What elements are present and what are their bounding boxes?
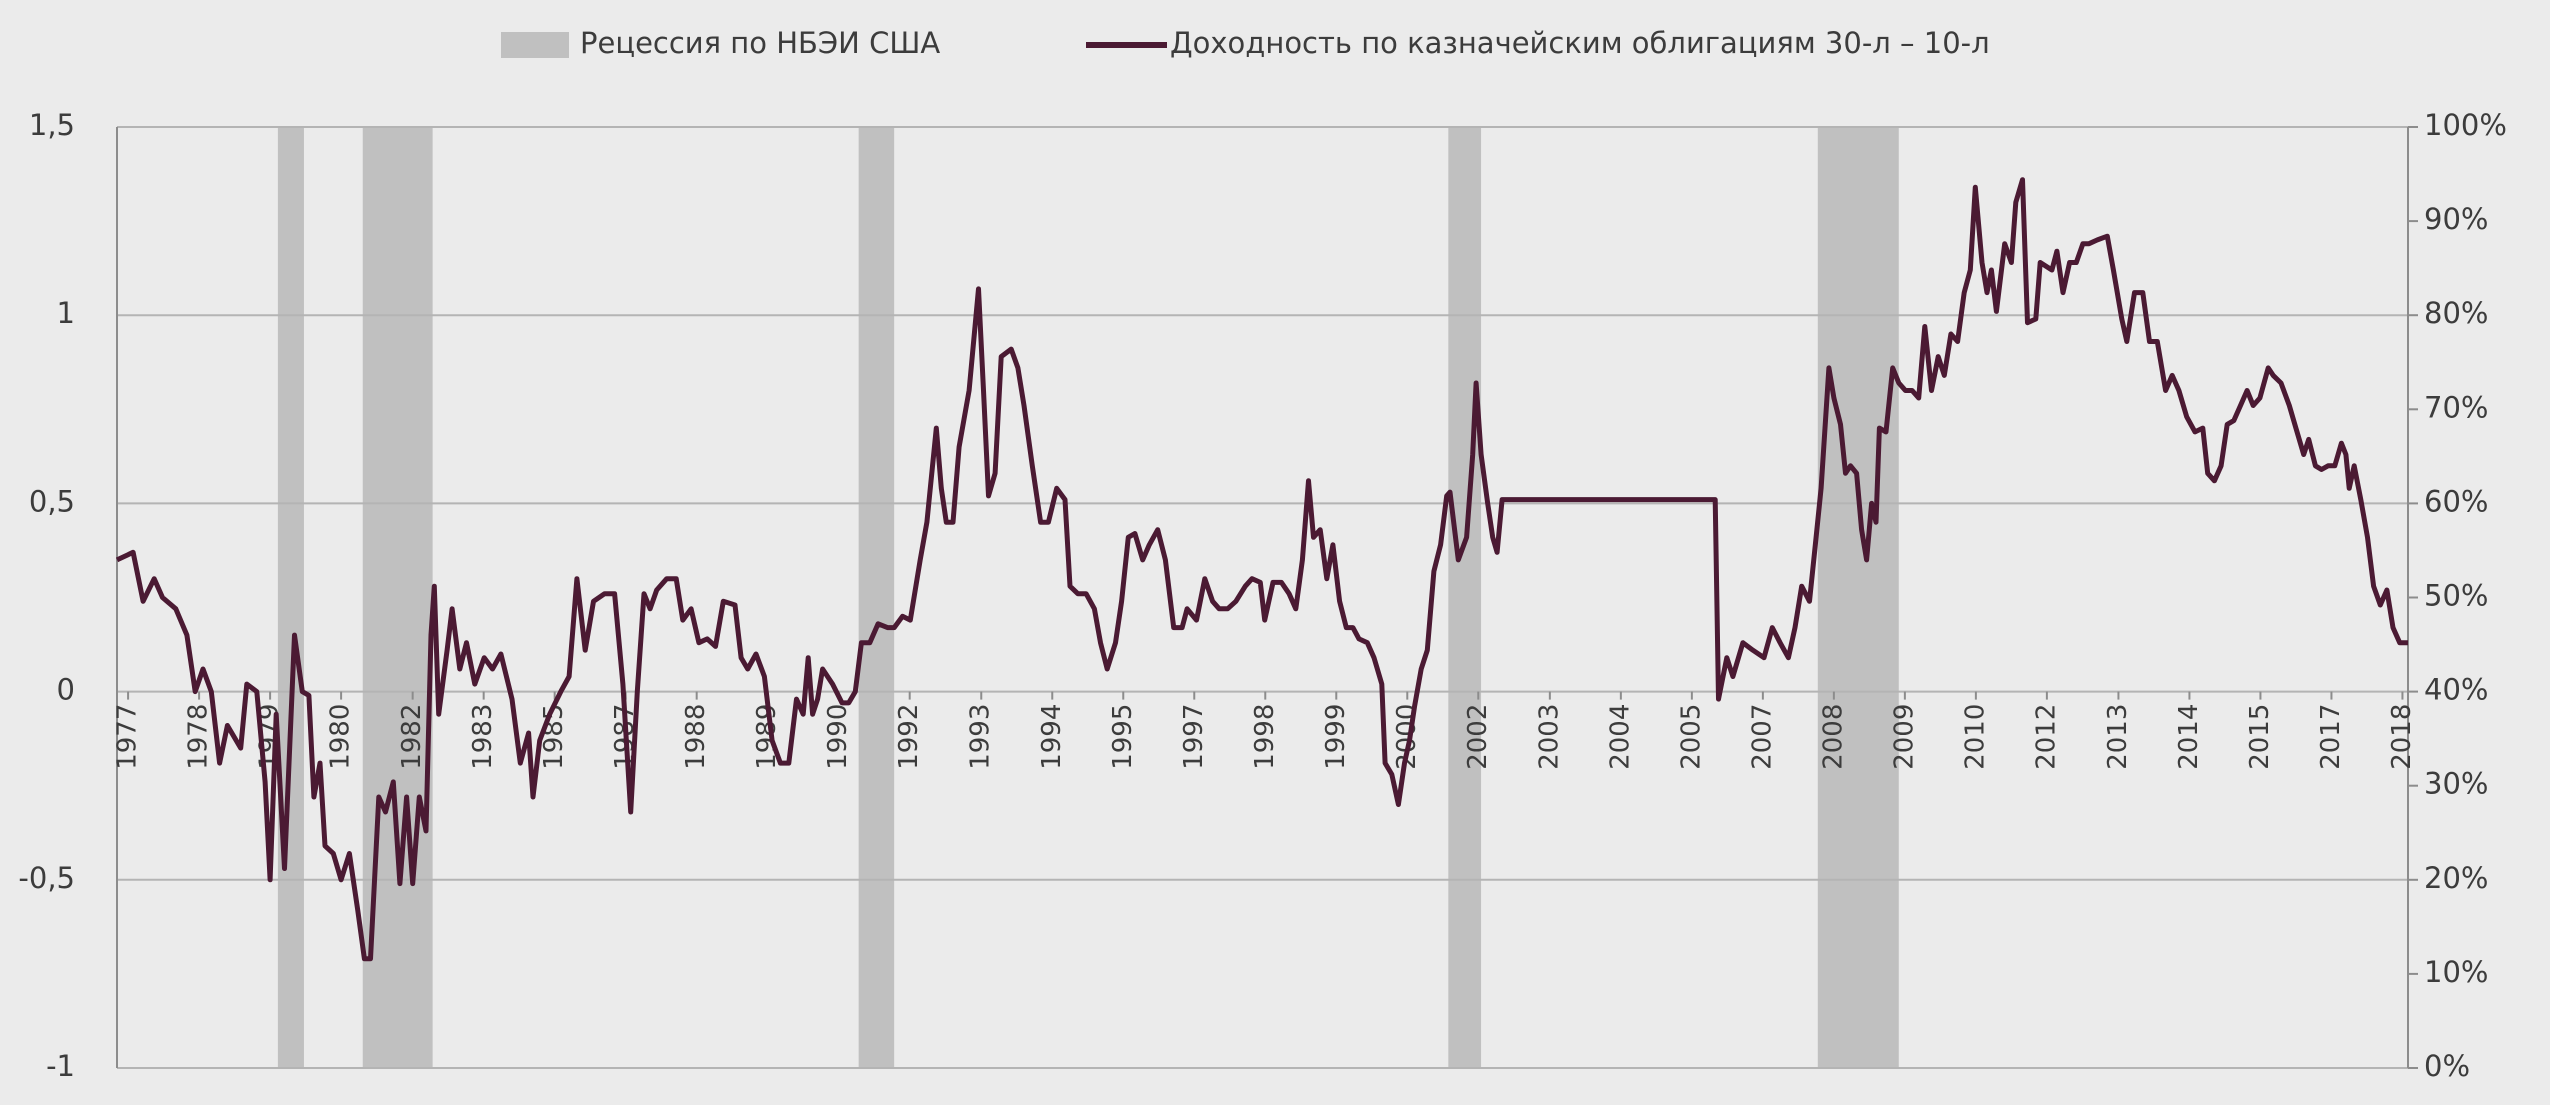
x-tick-label: 1999 (1321, 704, 1351, 770)
x-tick-label: 2005 (1676, 704, 1706, 770)
data-line (115, 177, 2408, 962)
x-tick-label: 1995 (1108, 704, 1138, 770)
x-tick-label: 1982 (397, 704, 427, 770)
y-tick-label: 1 (57, 296, 75, 330)
x-tick-label: 1997 (1179, 704, 1209, 770)
x-tick-label: 2008 (1818, 704, 1848, 770)
legend-label: Рецессия по НБЭИ США (580, 26, 940, 60)
y-tick-label: -1 (46, 1049, 75, 1083)
x-tick-label: 2012 (2031, 704, 2061, 770)
x-tick-label: 1977 (113, 704, 143, 770)
x-tick-label: 1983 (468, 704, 498, 770)
x-tick-label: 1992 (894, 704, 924, 770)
x-tick-label: 1993 (966, 704, 996, 770)
recession-bar (858, 127, 895, 1068)
y2-tick-label: 60% (2424, 484, 2488, 518)
y2-tick-label: 80% (2424, 296, 2488, 330)
x-tick-label: 2009 (1889, 704, 1919, 770)
y-tick-label: -0,5 (18, 861, 75, 895)
x-tick-label: 2003 (1534, 704, 1564, 770)
x-tick-label: 2013 (2103, 704, 2133, 770)
y2-tick-label: 10% (2424, 955, 2488, 989)
x-tick-label: 1990 (823, 704, 853, 770)
x-tick-label: 2004 (1605, 704, 1635, 770)
x-tick-label: 2010 (1960, 704, 1990, 770)
x-tick-label: 1980 (326, 704, 356, 770)
x-tick-label: 2007 (1747, 704, 1777, 770)
y2-tick-label: 30% (2424, 767, 2488, 801)
x-tick-label: 1988 (681, 704, 711, 770)
x-tick-label: 2002 (1463, 704, 1493, 770)
y2-tick-label: 20% (2424, 861, 2488, 895)
x-tick-label: 2018 (2387, 704, 2417, 770)
x-tick-label: 1978 (184, 704, 214, 770)
y-tick-label: 0 (57, 673, 75, 707)
recession-bar (277, 127, 304, 1068)
y2-tick-label: 50% (2424, 579, 2488, 613)
x-tick-label: 1994 (1037, 704, 1067, 770)
legend-swatch (501, 32, 569, 58)
y-tick-label: 0,5 (29, 484, 75, 518)
y2-tick-label: 90% (2424, 202, 2488, 236)
y2-tick-label: 40% (2424, 673, 2488, 707)
x-tick-label: 1998 (1250, 704, 1280, 770)
x-tick-label: 2017 (2316, 704, 2346, 770)
y2-tick-label: 0% (2424, 1049, 2470, 1083)
y2-tick-label: 100% (2424, 108, 2507, 142)
x-tick-label: 1985 (539, 704, 569, 770)
recession-bar (1817, 127, 1899, 1068)
x-tick-label: 2015 (2245, 704, 2275, 770)
x-tick-label: 2014 (2174, 704, 2204, 770)
legend-label: Доходность по казначейским облигациям 30… (1170, 26, 1990, 60)
y2-tick-label: 70% (2424, 390, 2488, 424)
recession-bar (1448, 127, 1482, 1068)
y-tick-label: 1,5 (29, 108, 75, 142)
